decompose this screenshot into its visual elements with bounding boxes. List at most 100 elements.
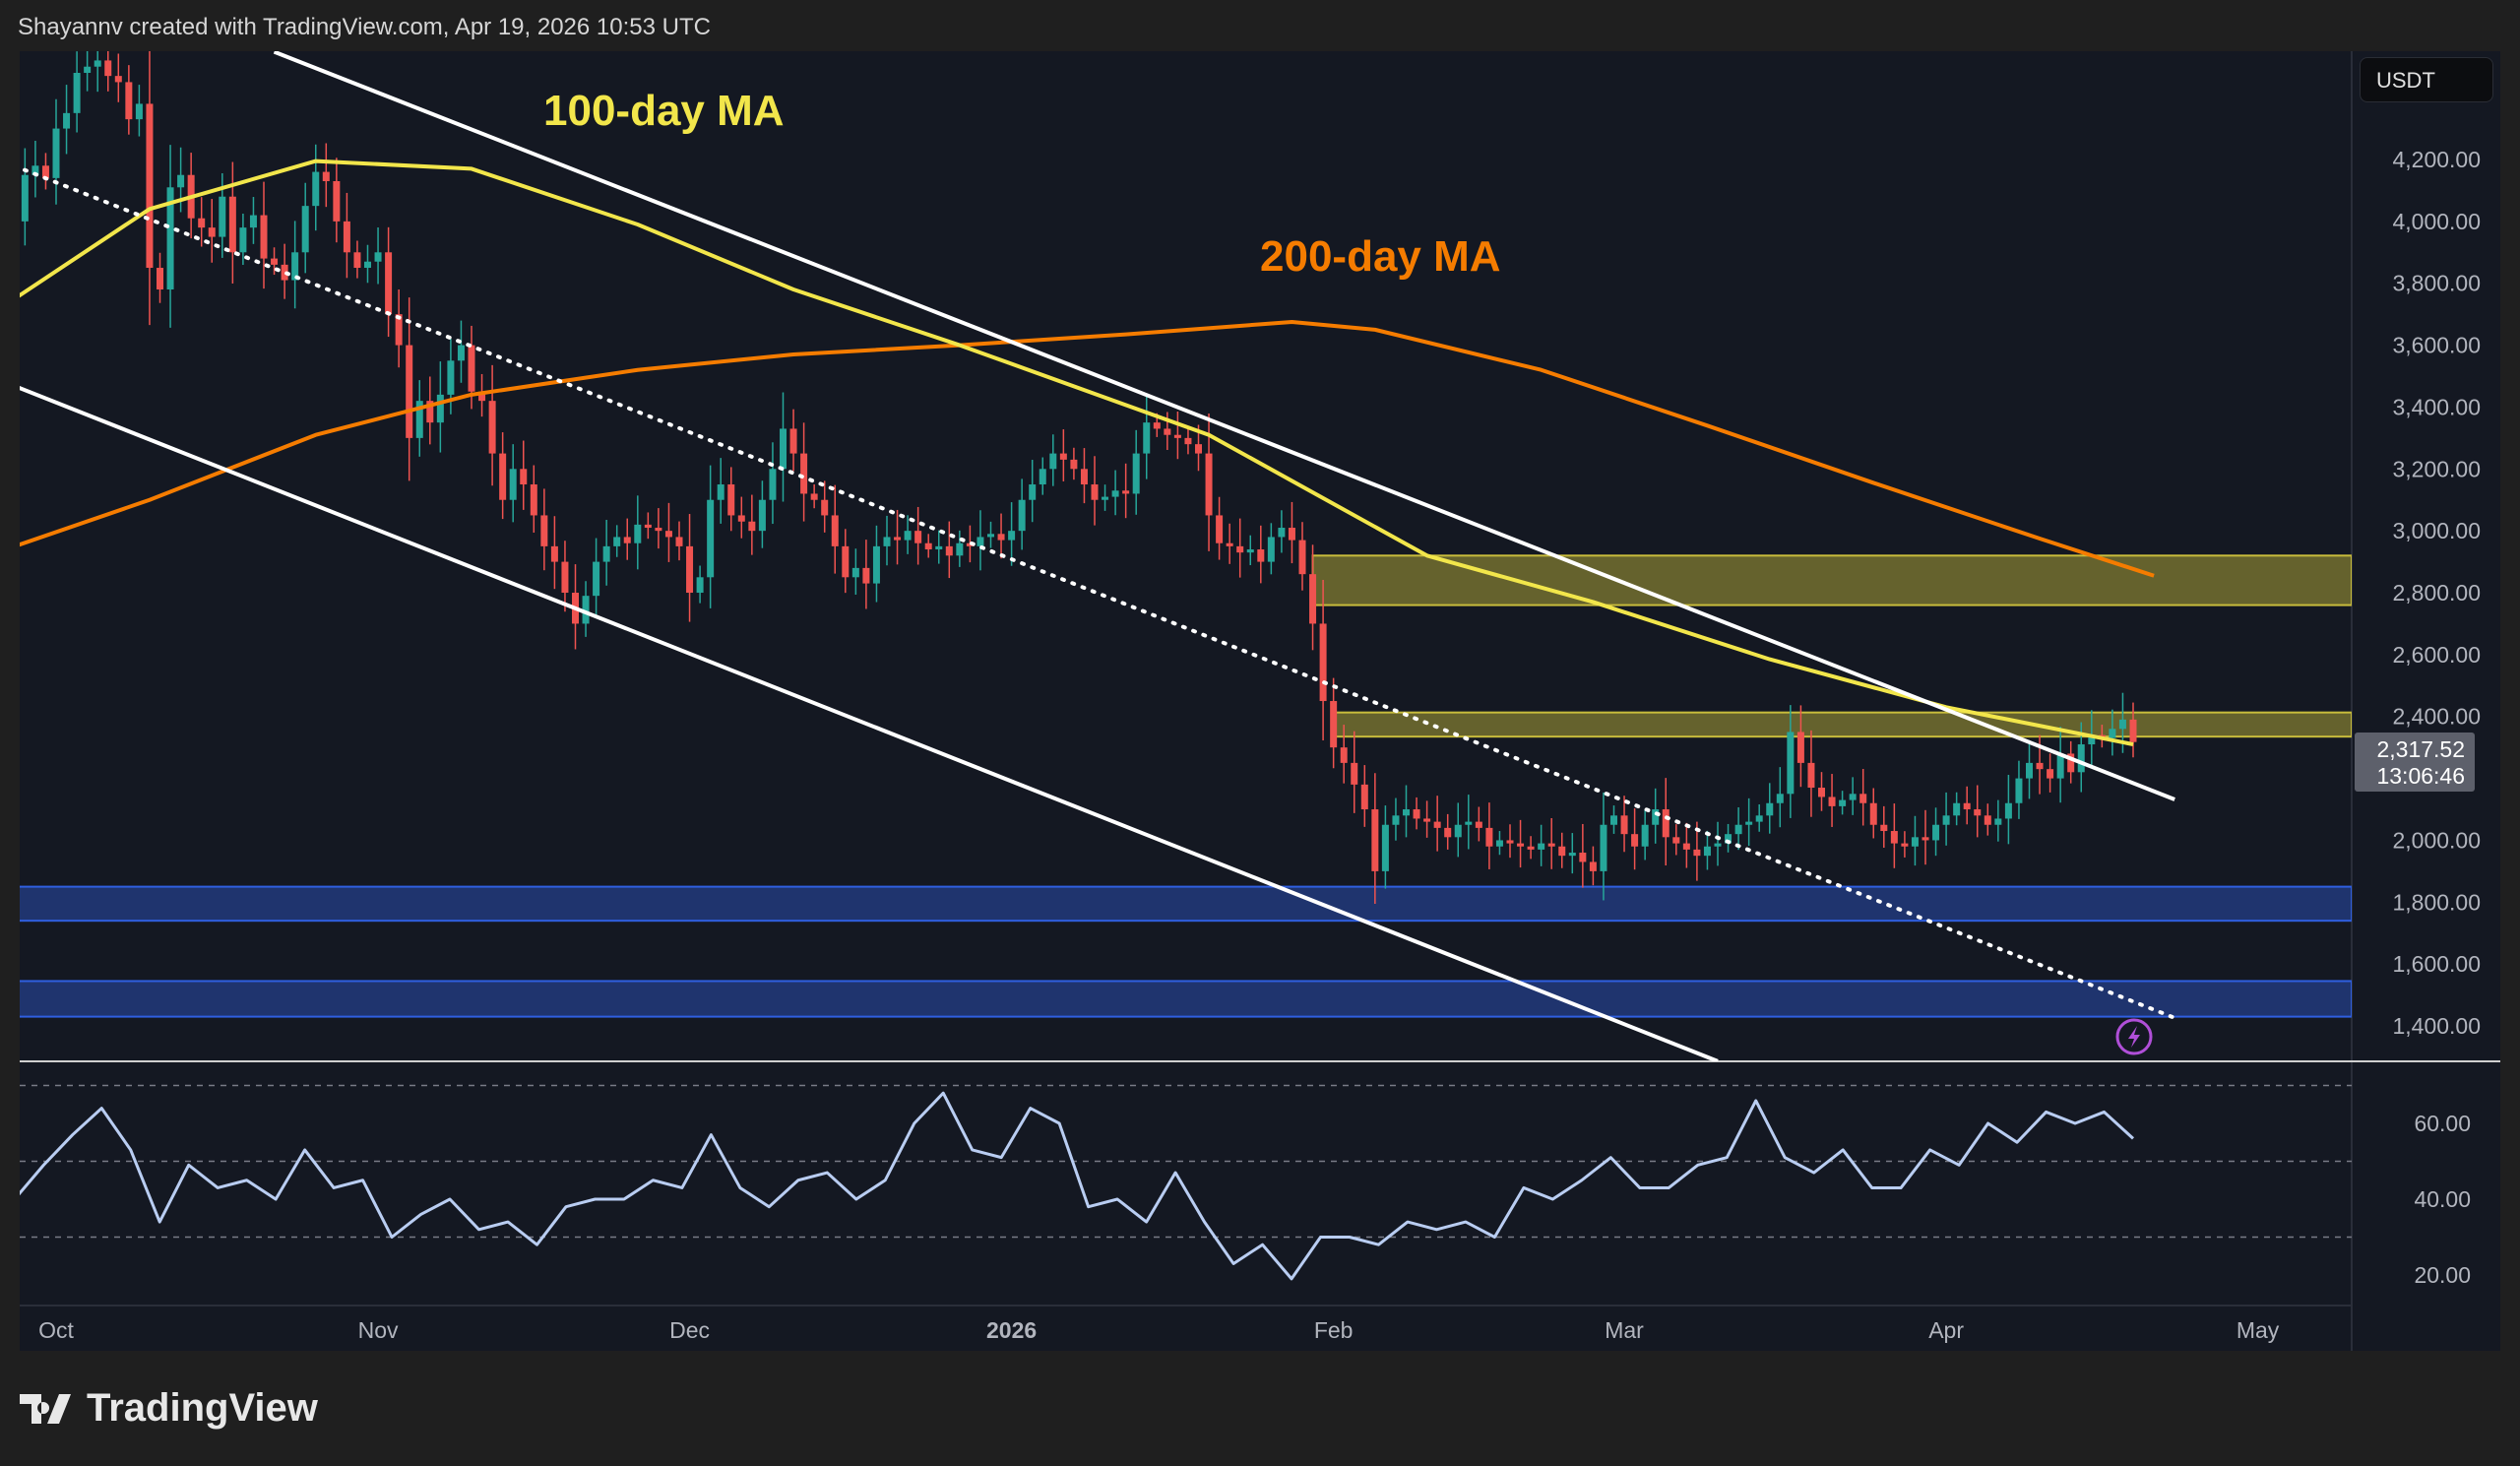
- candle: [2056, 753, 2064, 779]
- candle: [1506, 840, 1514, 844]
- candle: [1111, 490, 1119, 497]
- candle: [208, 227, 216, 237]
- candle: [1080, 469, 1088, 485]
- candle: [364, 261, 371, 269]
- candle: [374, 252, 382, 262]
- candle: [1693, 849, 1701, 857]
- alert-lightning-icon[interactable]: [2115, 1018, 2153, 1055]
- candle: [945, 545, 953, 556]
- candle: [530, 484, 537, 516]
- candle: [997, 534, 1005, 541]
- candle: [2015, 778, 2023, 803]
- candle: [1911, 837, 1919, 847]
- candle: [395, 314, 403, 346]
- candle: [426, 401, 434, 423]
- candle: [582, 596, 590, 624]
- rsi-line: [20, 1091, 2135, 1281]
- currency-button[interactable]: USDT: [2360, 57, 2493, 102]
- candle: [1153, 422, 1161, 429]
- candle: [1465, 821, 1473, 825]
- candle: [956, 542, 964, 556]
- logo-text: TradingView: [87, 1386, 318, 1430]
- candle: [1849, 794, 1857, 800]
- candle: [1351, 762, 1358, 785]
- candle: [1942, 815, 1950, 825]
- candle: [1662, 809, 1670, 838]
- candle: [924, 542, 932, 550]
- candle: [312, 171, 320, 207]
- candle: [664, 531, 672, 538]
- price-tick-label: 4,000.00: [2392, 209, 2481, 234]
- candle: [851, 567, 859, 578]
- candle: [914, 531, 922, 543]
- candle: [2036, 762, 2044, 770]
- candle: [883, 537, 891, 546]
- candle: [1184, 437, 1192, 445]
- ma200-line: [20, 320, 2155, 578]
- candle: [1787, 732, 1795, 795]
- candle: [1839, 799, 1847, 806]
- candle: [789, 428, 797, 454]
- candle: [769, 469, 777, 500]
- candle: [2109, 729, 2116, 738]
- candle: [125, 82, 133, 120]
- candle: [1392, 815, 1400, 825]
- candle: [1755, 815, 1763, 822]
- candle: [520, 469, 528, 485]
- candle: [84, 66, 92, 73]
- tradingview-logo[interactable]: TradingView: [20, 1386, 318, 1431]
- candle: [1173, 434, 1181, 438]
- candle: [1963, 802, 1971, 810]
- candle: [1890, 831, 1898, 844]
- candle: [1994, 818, 2002, 825]
- time-tick-label: 2026: [986, 1317, 1037, 1343]
- candle: [1631, 834, 1639, 847]
- candle: [436, 394, 444, 423]
- candle: [104, 60, 112, 77]
- candle: [1360, 784, 1368, 810]
- candle: [1527, 846, 1535, 850]
- candle: [447, 360, 455, 395]
- candle: [862, 567, 870, 584]
- price-tick-label: 2,000.00: [2392, 827, 2481, 853]
- candle: [1734, 824, 1742, 835]
- time-tick-label: Feb: [1314, 1317, 1354, 1343]
- candle: [219, 196, 226, 237]
- tradingview-logo-icon: [20, 1393, 71, 1424]
- candle: [1039, 469, 1046, 485]
- candle: [987, 534, 994, 538]
- candle: [509, 469, 517, 500]
- candle: [1589, 861, 1597, 871]
- candle: [1257, 549, 1265, 562]
- candle: [41, 165, 49, 178]
- candle: [675, 537, 683, 546]
- candle: [1974, 809, 1982, 816]
- blue-zone: [20, 885, 2352, 923]
- price-tick-label: 3,000.00: [2392, 518, 2481, 543]
- candle: [198, 218, 206, 228]
- candle: [166, 187, 174, 290]
- candle: [1579, 853, 1587, 862]
- candle: [748, 521, 756, 532]
- candle: [593, 561, 600, 597]
- candle: [1558, 846, 1566, 857]
- candle: [1869, 802, 1877, 825]
- candle: [1444, 827, 1452, 838]
- price-tick-label: 2,400.00: [2392, 704, 2481, 730]
- candle: [333, 181, 341, 222]
- candle: [457, 345, 465, 361]
- candle: [1932, 824, 1940, 841]
- candle: [644, 524, 652, 529]
- candle: [800, 453, 808, 494]
- time-tick-label: Apr: [1928, 1317, 1964, 1343]
- candle: [1652, 809, 1660, 825]
- candle: [894, 537, 902, 541]
- candle: [1216, 515, 1224, 543]
- candle: [1703, 846, 1711, 857]
- candle: [21, 174, 29, 222]
- candle: [1953, 802, 1961, 816]
- candle: [1008, 531, 1016, 541]
- ma200-label: 200-day MA: [1260, 232, 1501, 281]
- candle: [1070, 459, 1078, 470]
